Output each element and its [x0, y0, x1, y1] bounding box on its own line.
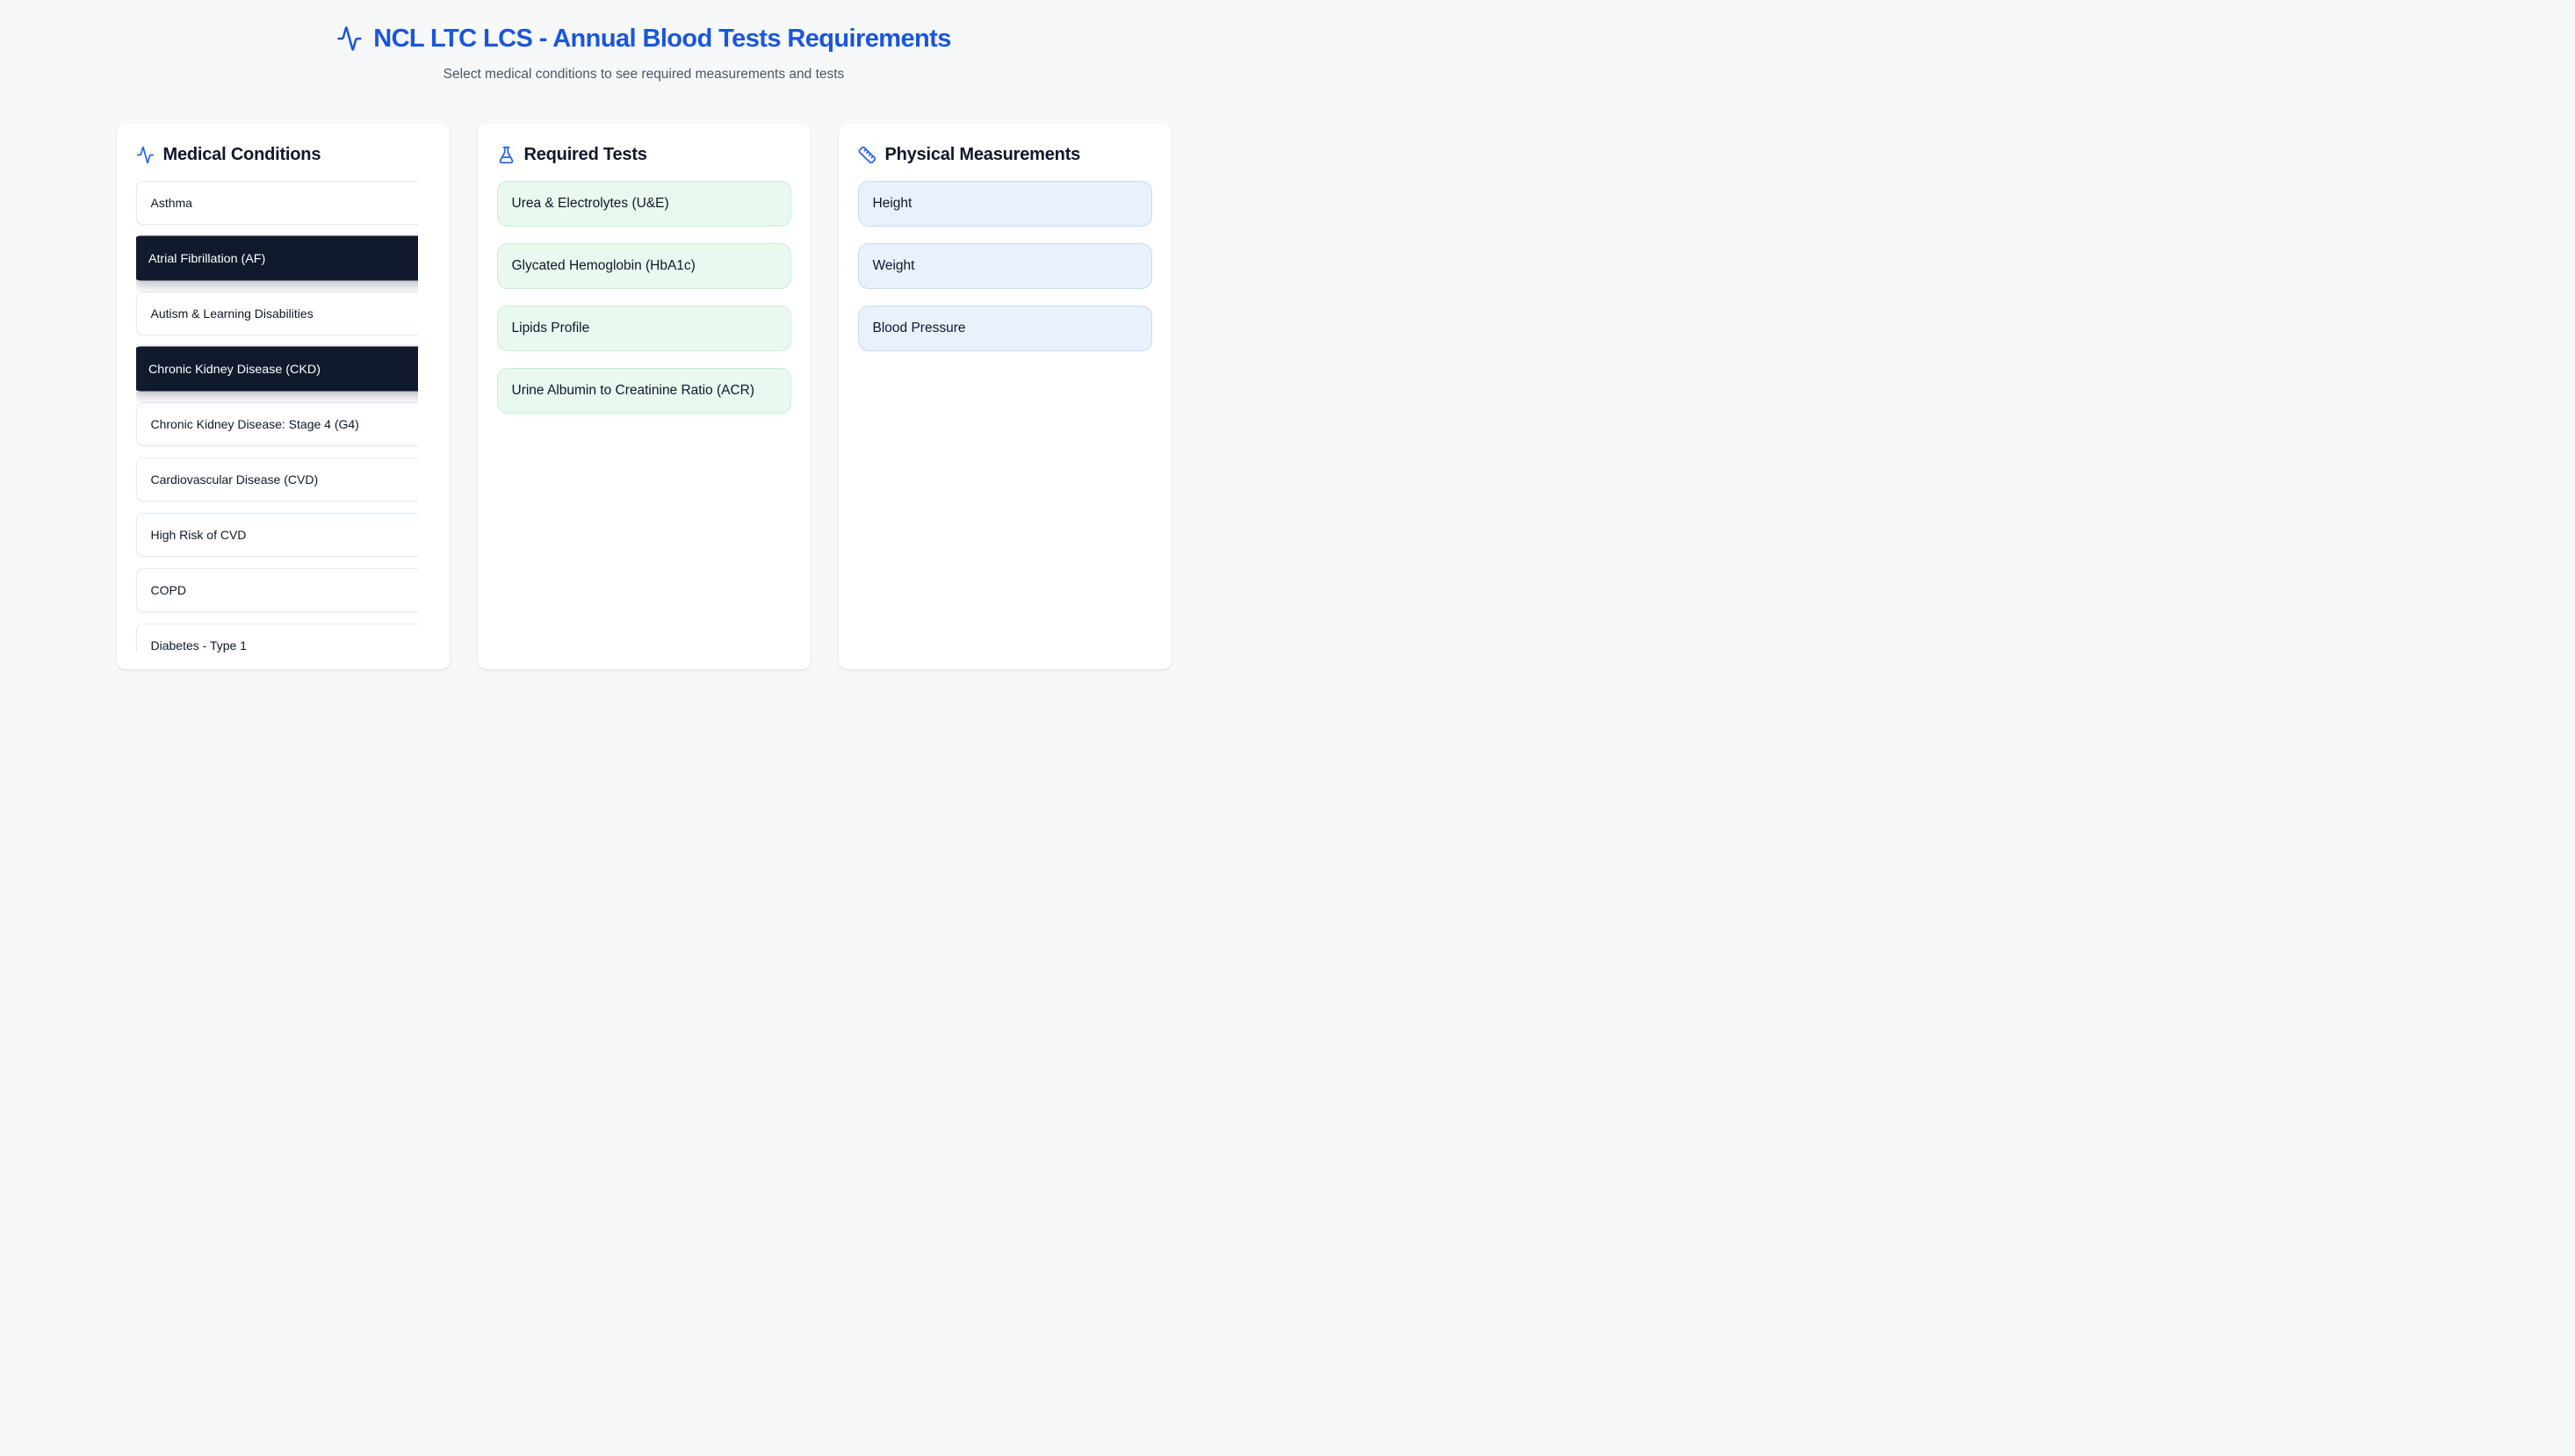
page-header: NCL LTC LCS - Annual Blood Tests Require… — [0, 0, 1288, 84]
measurement-item: Height — [857, 181, 1152, 227]
test-label: Glycated Hemoglobin (HbA1c) — [511, 258, 696, 273]
condition-label: Diabetes - Type 1 — [150, 638, 247, 652]
activity-pulse-icon — [136, 146, 155, 164]
tests-list: Urea & Electrolytes (U&E) Glycated Hemog… — [496, 181, 791, 414]
condition-item[interactable]: Autism & Learning Disabilities — [135, 292, 418, 335]
measurement-label: Blood Pressure — [872, 321, 966, 335]
condition-label: High Risk of CVD — [150, 528, 247, 542]
test-label: Urine Albumin to Creatinine Ratio (ACR) — [511, 383, 755, 398]
measurement-item: Blood Pressure — [857, 306, 1152, 351]
condition-item[interactable]: Asthma — [135, 181, 418, 225]
condition-label: Cardiovascular Disease (CVD) — [150, 472, 319, 487]
condition-item[interactable]: Atrial Fibrillation (AF) — [135, 235, 418, 281]
test-item: Urea & Electrolytes (U&E) — [496, 181, 791, 227]
condition-item[interactable]: COPD — [135, 568, 418, 612]
physical-measurements-header: Physical Measurements — [858, 143, 1152, 166]
condition-item[interactable]: High Risk of CVD — [135, 513, 418, 557]
condition-item[interactable]: Chronic Kidney Disease (CKD) — [135, 346, 418, 392]
medical-conditions-panel: Medical Conditions Asthma Atrial Fibrill… — [116, 124, 450, 669]
test-label: Urea & Electrolytes (U&E) — [511, 196, 669, 211]
test-item: Glycated Hemoglobin (HbA1c) — [496, 243, 791, 289]
measurement-label: Weight — [872, 258, 915, 273]
test-label: Lipids Profile — [511, 321, 590, 335]
condition-item[interactable]: Chronic Kidney Disease: Stage 4 (G4) — [135, 402, 418, 446]
required-tests-header: Required Tests — [497, 143, 791, 166]
panels-row: Medical Conditions Asthma Atrial Fibrill… — [0, 124, 1288, 669]
measurement-label: Height — [872, 196, 912, 211]
condition-label: Chronic Kidney Disease: Stage 4 (G4) — [150, 417, 359, 431]
test-item: Urine Albumin to Creatinine Ratio (ACR) — [496, 368, 791, 414]
measurement-item: Weight — [857, 243, 1152, 289]
condition-item[interactable]: Cardiovascular Disease (CVD) — [135, 458, 418, 501]
condition-item[interactable]: Diabetes - Type 1 — [135, 623, 418, 652]
test-item: Lipids Profile — [496, 306, 791, 351]
required-tests-title: Required Tests — [523, 144, 647, 164]
ruler-icon — [858, 146, 876, 164]
condition-label: Atrial Fibrillation (AF) — [148, 250, 265, 266]
condition-label: COPD — [150, 583, 186, 597]
condition-label: Autism & Learning Disabilities — [150, 306, 314, 321]
measurements-list: Height Weight Blood Pressure — [857, 181, 1152, 351]
condition-label: Chronic Kidney Disease (CKD) — [148, 361, 321, 377]
physical-measurements-title: Physical Measurements — [884, 144, 1081, 164]
medical-conditions-header: Medical Conditions — [136, 143, 430, 166]
condition-label: Asthma — [150, 196, 192, 210]
medical-conditions-title: Medical Conditions — [162, 144, 321, 164]
flask-icon — [497, 146, 516, 164]
title-row: NCL LTC LCS - Annual Blood Tests Require… — [0, 23, 1288, 54]
required-tests-panel: Required Tests Urea & Electrolytes (U&E)… — [477, 124, 811, 669]
activity-pulse-icon — [336, 25, 363, 52]
conditions-list: Asthma Atrial Fibrillation (AF) Autism &… — [135, 181, 418, 652]
physical-measurements-panel: Physical Measurements Height Weight Bloo… — [838, 124, 1172, 669]
page-title: NCL LTC LCS - Annual Blood Tests Require… — [373, 25, 951, 53]
page-subtitle: Select medical conditions to see require… — [443, 67, 845, 82]
